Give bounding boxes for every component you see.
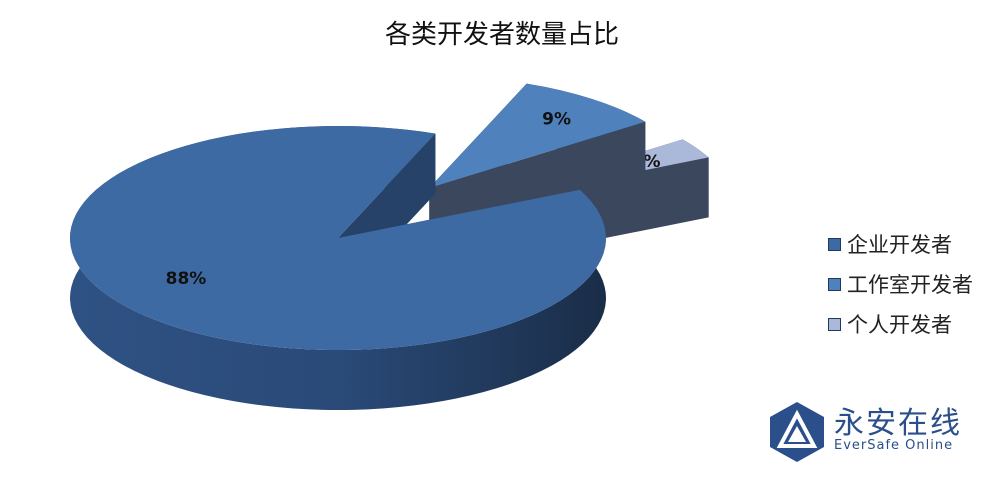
- legend: 企业开发者 工作室开发者 个人开发者: [828, 224, 973, 344]
- legend-swatch: [828, 237, 841, 251]
- legend-label: 个人开发者: [847, 313, 952, 337]
- chart-title: 各类开发者数量占比: [384, 20, 619, 50]
- data-label: 9%: [542, 110, 571, 130]
- legend-swatch: [828, 277, 841, 291]
- legend-item: 个人开发者: [828, 304, 973, 344]
- pie-slice-top: [429, 83, 646, 189]
- pie-slice-top: [69, 125, 606, 351]
- watermark-logo: 永安在线 EverSafe Online: [768, 398, 978, 462]
- legend-swatch: [828, 317, 841, 331]
- data-label: 88%: [166, 269, 207, 289]
- legend-item: 企业开发者: [828, 224, 973, 264]
- eversafe-logo-icon: [770, 402, 824, 462]
- watermark-text-en: EverSafe Online: [834, 438, 954, 453]
- legend-label: 企业开发者: [847, 233, 952, 257]
- pie-slice-0: 88%: [69, 125, 607, 411]
- legend-label: 工作室开发者: [847, 273, 973, 297]
- watermark-text-cn: 永安在线: [834, 406, 962, 441]
- legend-item: 工作室开发者: [828, 264, 973, 304]
